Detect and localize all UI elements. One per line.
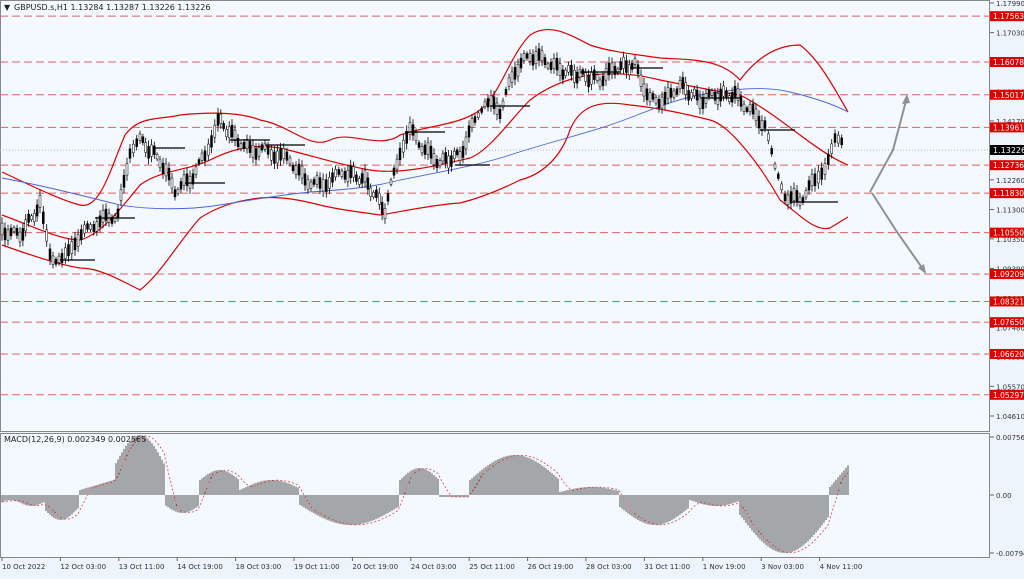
level-badge-label: 1.11830 (993, 189, 1024, 198)
level-badge-label: 1.06620 (993, 350, 1024, 359)
level-badge-label: 1.12736 (993, 161, 1024, 170)
horizontal-segments (60, 67, 838, 261)
level-badge (990, 269, 1024, 280)
current-price-badge (990, 145, 1024, 155)
time-tick-label: 31 Oct 11:00 (644, 563, 690, 571)
price-tick-label: 1.05570 (996, 383, 1024, 391)
time-tick-label: 1 Nov 19:00 (703, 563, 746, 571)
level-badge (990, 348, 1024, 359)
price-pane-frame (0, 0, 990, 432)
level-badge-label: 1.10550 (993, 229, 1024, 238)
arrow-head-down-icon (918, 264, 926, 274)
candlestick-series (0, 42, 843, 269)
macd-histogram (1, 435, 849, 553)
level-badge (990, 188, 1024, 199)
time-tick-label: 14 Oct 19:00 (177, 563, 223, 571)
bollinger-upper[interactable] (1, 28, 849, 206)
macd-tick-label: 0.007566 (996, 434, 1024, 442)
forecast-up-arrow (869, 96, 908, 193)
price-tick-label: 1.14170 (996, 118, 1024, 126)
macd-pane-frame (0, 433, 990, 558)
level-badge-label: 1.13961 (993, 123, 1024, 132)
forecast-arrows (869, 94, 926, 274)
time-tick-label: 18 Oct 03:00 (236, 563, 282, 571)
bollinger-bands (1, 28, 849, 291)
time-tick-label: 10 Oct 2022 (2, 563, 45, 571)
price-tick-label: 1.07480 (996, 324, 1024, 332)
level-badge (990, 11, 1024, 22)
chart-menu-icon[interactable]: ▼ (4, 3, 11, 12)
price-tick-label: 1.10350 (996, 236, 1024, 244)
level-badge (990, 227, 1024, 238)
price-tick-label: 1.17990 (996, 0, 1024, 8)
level-badge-label: 1.17563 (993, 12, 1024, 21)
macd-label: MACD(12,26,9) 0.002349 0.002565 (4, 435, 146, 444)
current-price-value: 1.13226 (993, 146, 1024, 155)
level-badge (990, 160, 1024, 171)
price-tick-label: 1.04610 (996, 413, 1024, 421)
bollinger-lower[interactable] (1, 102, 849, 291)
time-tick-label: 3 Nov 03:00 (761, 563, 804, 571)
price-tick-label: 1.17030 (996, 30, 1024, 38)
time-tick-label: 19 Oct 11:00 (294, 563, 340, 571)
level-badge-label: 1.09209 (993, 270, 1024, 279)
time-tick-label: 28 Oct 03:00 (586, 563, 632, 571)
level-badge (990, 89, 1024, 100)
price-tick-label: 1.11300 (996, 207, 1024, 215)
time-tick-label: 24 Oct 03:00 (411, 563, 457, 571)
time-tick-label: 4 Nov 11:00 (820, 563, 863, 571)
support-resistance-levels: 1.17563 1.16078 1.15017 1.13961 1.12736 1.118… (0, 11, 1024, 400)
bollinger-middle[interactable] (1, 73, 849, 241)
time-tick-label: 12 Oct 03:00 (60, 563, 106, 571)
time-tick-label: 25 Oct 11:00 (469, 563, 515, 571)
time-tick-label: 20 Oct 19:00 (352, 563, 398, 571)
level-badge (990, 122, 1024, 133)
level-badge-label: 1.15017 (993, 91, 1024, 100)
level-badge-label: 1.16078 (993, 58, 1024, 67)
macd-axis: 0.007566 0.00 -0.007943 (990, 434, 1024, 558)
level-badge (990, 296, 1024, 307)
symbol-ohlc-label: GBPUSD.s,H1 1.13284 1.13287 1.13226 1.13… (14, 3, 210, 12)
level-badge-label: 1.05297 (993, 391, 1024, 400)
forecast-down-arrow (871, 192, 926, 273)
level-badge (990, 57, 1024, 68)
level-badge (990, 317, 1024, 328)
level-badge-label: 1.08321 (993, 297, 1024, 306)
macd-tick-label: 0.00 (996, 492, 1012, 500)
arrow-head-up-icon (902, 94, 910, 104)
price-tick-label: 1.12260 (996, 177, 1024, 185)
level-badge (990, 389, 1024, 400)
time-tick-label: 26 Oct 19:00 (528, 563, 574, 571)
time-axis: 10 Oct 2022 12 Oct 03:00 13 Oct 11:00 14 Oc… (1, 557, 863, 571)
time-tick-label: 13 Oct 11:00 (119, 563, 165, 571)
macd-tick-label: -0.007943 (996, 550, 1024, 558)
level-badge-label: 1.07650 (993, 318, 1024, 327)
